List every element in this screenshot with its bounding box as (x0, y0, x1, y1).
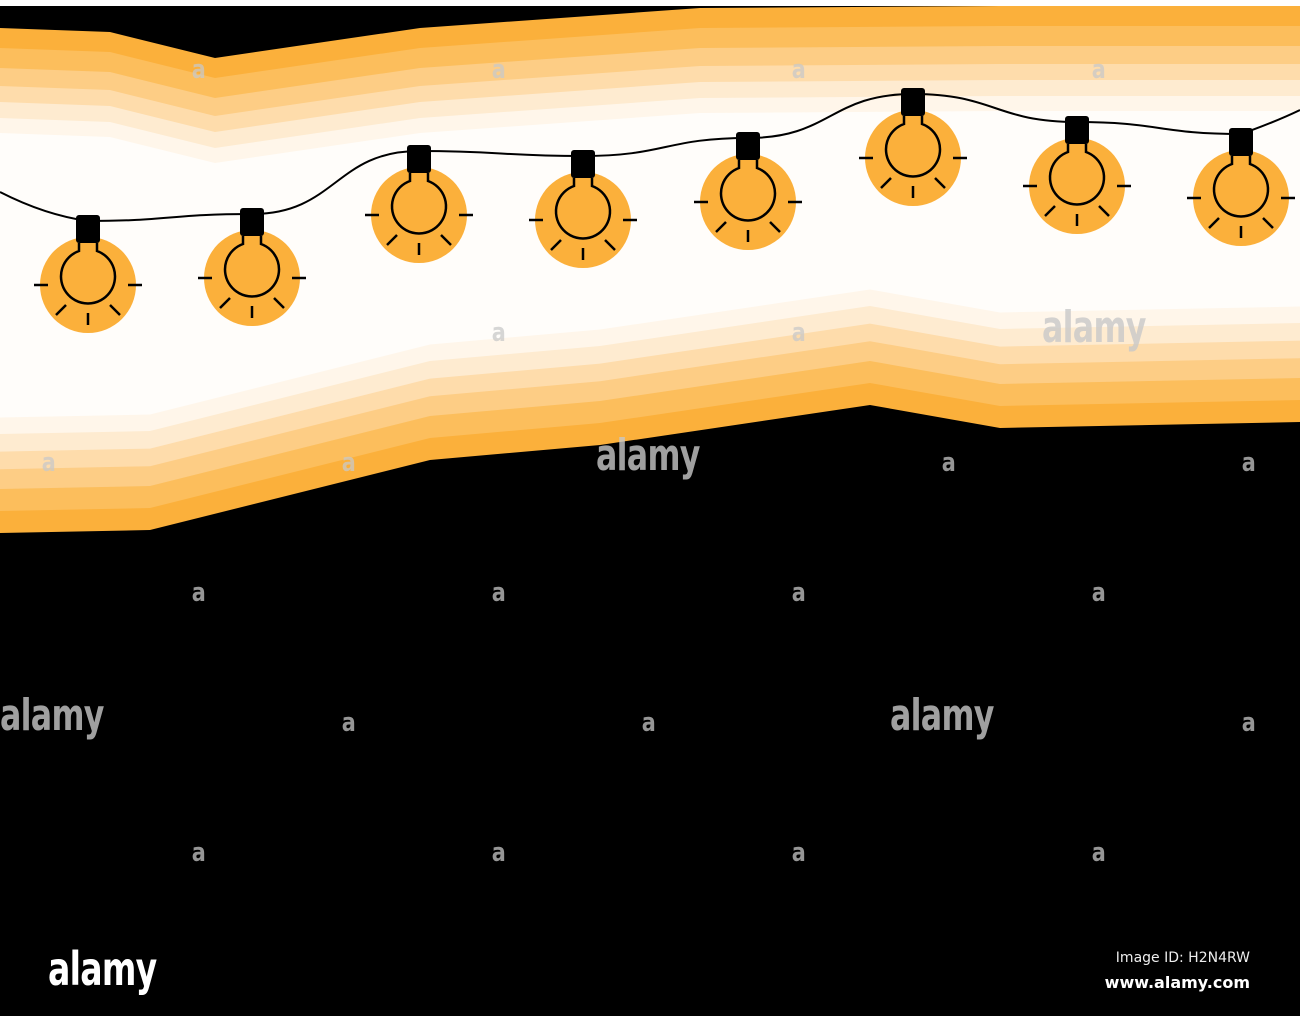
bulb-outline-icon (223, 236, 281, 298)
bulb-outline-icon (1212, 156, 1270, 218)
watermark-letter: a (791, 838, 806, 868)
garland-cord (0, 92, 1300, 223)
light-ray (55, 304, 67, 316)
light-ray (386, 234, 398, 246)
wave-band-7 (0, 111, 1300, 418)
light-ray (934, 177, 946, 189)
bulb-socket-4 (571, 150, 595, 178)
light-ray (1044, 205, 1056, 217)
light-ray (1098, 205, 1110, 217)
bulb-glow-2 (204, 230, 300, 326)
light-ray (109, 304, 121, 316)
watermark-letter: a (791, 318, 806, 348)
image-id-label: Image ID: H2N4RW (1115, 950, 1250, 966)
bulb-glow-1 (40, 237, 136, 333)
watermark-letter: a (1091, 55, 1106, 85)
watermark-letter: a (1091, 838, 1106, 868)
watermark-letter: a (641, 708, 656, 738)
bulb-socket-6 (901, 88, 925, 116)
watermark-letter: a (191, 578, 206, 608)
bulb-glow-3 (371, 167, 467, 263)
watermark-word: alamy (0, 690, 104, 741)
watermark-letter: a (41, 448, 56, 478)
watermark-letter: a (1241, 708, 1256, 738)
site-url: www.alamy.com (1104, 973, 1250, 992)
light-ray (219, 297, 231, 309)
watermark-letter: a (191, 55, 206, 85)
bulb-socket-2 (240, 208, 264, 236)
top-border (0, 0, 1300, 6)
bulb-outline-icon (884, 116, 942, 178)
light-ray (1208, 217, 1220, 229)
bulb-outline-icon (554, 178, 612, 240)
watermark-letter: a (491, 55, 506, 85)
watermark-letter: a (791, 55, 806, 85)
watermark-letter: a (1241, 448, 1256, 478)
watermark-letter: a (341, 448, 356, 478)
light-ray (769, 221, 781, 233)
bulb-socket-3 (407, 145, 431, 173)
bulb-glow-4 (535, 172, 631, 268)
light-ray (550, 239, 562, 251)
watermark-letter: a (491, 578, 506, 608)
bulb-socket-5 (736, 132, 760, 160)
bulb-socket-8 (1229, 128, 1253, 156)
watermark-letter: a (341, 708, 356, 738)
bulb-socket-1 (76, 215, 100, 243)
alamy-logo: alamy (48, 942, 157, 996)
bulb-outline-icon (1048, 144, 1106, 206)
watermark-word: alamy (1042, 302, 1146, 353)
bulb-socket-7 (1065, 116, 1089, 144)
watermark-letter: a (491, 838, 506, 868)
bulb-glow-8 (1193, 150, 1289, 246)
watermark-letter: a (1091, 578, 1106, 608)
bulb-glow-7 (1029, 138, 1125, 234)
light-ray (273, 297, 285, 309)
watermark-letter: a (491, 318, 506, 348)
bulb-outline-icon (390, 173, 448, 235)
light-ray (880, 177, 892, 189)
light-ray (604, 239, 616, 251)
bulb-outline-icon (59, 243, 117, 305)
watermark-word: alamy (596, 430, 700, 481)
watermark-letter: a (191, 838, 206, 868)
light-ray (715, 221, 727, 233)
light-ray (1262, 217, 1274, 229)
bulb-glow-6 (865, 110, 961, 206)
bulb-outline-icon (719, 160, 777, 222)
watermark-word: alamy (890, 690, 994, 741)
watermark-letter: a (941, 448, 956, 478)
watermark-letter: a (791, 578, 806, 608)
bulb-glow-5 (700, 154, 796, 250)
light-ray (440, 234, 452, 246)
